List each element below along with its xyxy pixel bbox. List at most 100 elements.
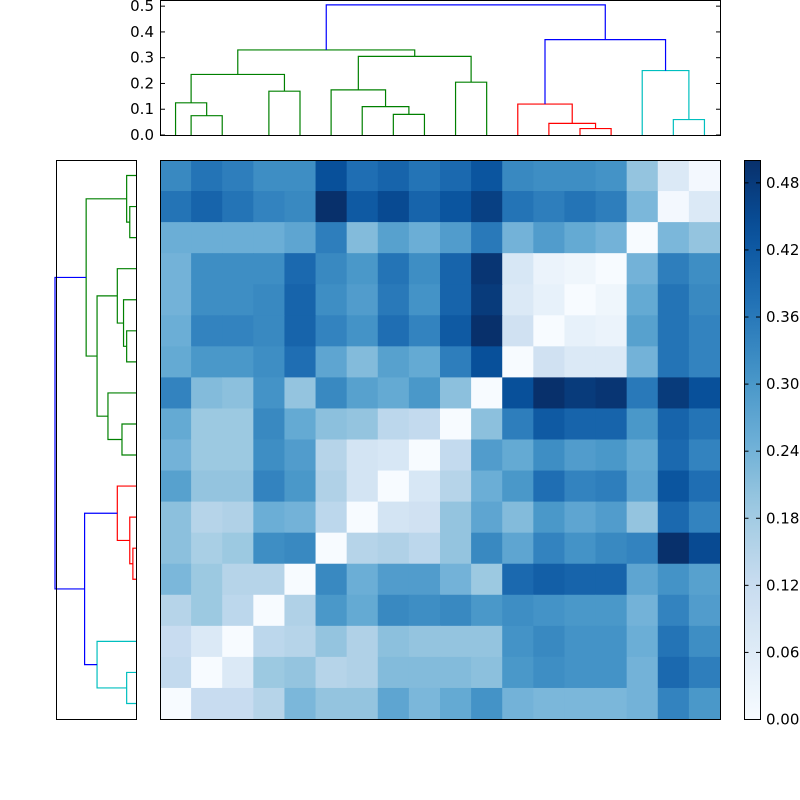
- heatmap-cell: [626, 563, 659, 596]
- heatmap-cell: [595, 160, 628, 192]
- left-dendrogram-link: [116, 268, 136, 324]
- left-dendrogram-link: [96, 295, 118, 417]
- heatmap-cell: [160, 191, 192, 223]
- left-dendrogram-link: [83, 512, 118, 666]
- heatmap-cell: [191, 687, 223, 720]
- heatmap-cell: [657, 470, 690, 503]
- heatmap-cell: [533, 470, 566, 503]
- heatmap-cell: [502, 253, 534, 285]
- heatmap-cell: [471, 563, 503, 596]
- heatmap-cell: [191, 222, 223, 254]
- heatmap-cell: [626, 284, 659, 316]
- heatmap-cell: [595, 253, 628, 285]
- heatmap-cell: [346, 284, 379, 316]
- heatmap-cell: [595, 594, 628, 627]
- heatmap-cell: [440, 284, 472, 316]
- heatmap-cell: [688, 408, 721, 441]
- colorbar: 0.00 0.06 0.12 0.18 0.24 0.30 0.36 0.42 0.48: [744, 160, 799, 729]
- left-dendrogram-link: [126, 330, 136, 363]
- heatmap-cell: [471, 470, 503, 503]
- heatmap-cell: [160, 687, 192, 720]
- top-y-tick-label: 0.1: [130, 100, 154, 118]
- heatmap-cell: [471, 346, 503, 378]
- heatmap-cell: [222, 439, 254, 472]
- top-dendrogram-link: [268, 90, 301, 135]
- heatmap-cell: [502, 532, 534, 565]
- heatmap-cell: [533, 656, 566, 689]
- heatmap-cell: [222, 346, 254, 378]
- heatmap-cell: [688, 222, 721, 254]
- heatmap-cell: [657, 346, 690, 378]
- heatmap-cell: [440, 501, 472, 534]
- heatmap-cell: [657, 408, 690, 441]
- left-dendrogram-link: [126, 174, 136, 223]
- heatmap-cell: [657, 625, 690, 658]
- top-dendrogram-frame: [160, 0, 721, 136]
- heatmap-cell: [688, 191, 721, 223]
- heatmap-cell: [471, 439, 503, 472]
- heatmap-cell: [688, 594, 721, 627]
- heatmap-cell: [377, 594, 410, 627]
- heatmap-cell: [253, 594, 286, 627]
- left-dendrogram-link: [96, 640, 136, 689]
- heatmap-cell: [595, 532, 628, 565]
- heatmap-cell: [222, 594, 254, 627]
- heatmap-cell: [191, 253, 223, 285]
- heatmap-cell: [502, 222, 534, 254]
- heatmap-cell: [626, 346, 659, 378]
- heatmap-cell: [222, 563, 254, 596]
- heatmap-cell: [533, 532, 566, 565]
- heatmap-cell: [377, 222, 410, 254]
- heatmap-cell: [502, 346, 534, 378]
- heatmap-cell: [377, 532, 410, 565]
- heatmap-cell: [502, 408, 534, 441]
- heatmap-cell: [626, 532, 659, 565]
- heatmap-cell: [502, 563, 534, 596]
- heatmap-cell: [222, 532, 254, 565]
- heatmap-cell: [253, 191, 286, 223]
- heatmap-cell: [284, 377, 317, 410]
- left-dendrogram-link: [132, 547, 136, 580]
- heatmap-cell: [377, 625, 410, 658]
- heatmap-cell: [533, 377, 566, 410]
- heatmap-cell: [440, 470, 472, 503]
- heatmap-cell: [564, 408, 597, 441]
- heatmap-cell: [626, 222, 659, 254]
- heatmap-cell: [502, 470, 534, 503]
- heatmap-cell: [253, 315, 286, 347]
- heatmap-cell: [657, 594, 690, 627]
- heatmap-cell: [191, 470, 223, 503]
- heatmap-cell: [408, 656, 441, 689]
- heatmap-cell: [595, 439, 628, 472]
- heatmap-cell: [253, 284, 286, 316]
- heatmap-cell: [502, 687, 534, 720]
- left-dendrogram-link: [122, 299, 136, 347]
- heatmap-cell: [222, 408, 254, 441]
- heatmap-cell: [440, 656, 472, 689]
- heatmap-cell: [377, 470, 410, 503]
- heatmap-cell: [533, 563, 566, 596]
- heatmap-cell: [440, 439, 472, 472]
- heatmap-cell: [564, 532, 597, 565]
- heatmap-cell: [160, 625, 192, 658]
- heatmap-cell: [408, 408, 441, 441]
- heatmap-cell: [626, 253, 659, 285]
- heatmap-cell: [440, 532, 472, 565]
- heatmap-cell: [191, 408, 223, 441]
- heatmap-cell: [315, 687, 348, 720]
- heatmap-cell: [160, 284, 192, 316]
- heatmap-cell: [502, 377, 534, 410]
- heatmap-cell: [191, 625, 223, 658]
- heatmap-cell: [284, 408, 317, 441]
- heatmap-cell: [346, 377, 379, 410]
- top-y-tick-label: 0.3: [130, 49, 154, 67]
- heatmap-cell: [377, 501, 410, 534]
- heatmap-cell: [595, 687, 628, 720]
- heatmap-cell: [626, 408, 659, 441]
- heatmap-cell: [377, 315, 410, 347]
- heatmap-cell: [253, 346, 286, 378]
- heatmap-cell: [688, 284, 721, 316]
- heatmap-cell: [315, 594, 348, 627]
- heatmap-cell: [657, 563, 690, 596]
- heatmap-cell: [222, 315, 254, 347]
